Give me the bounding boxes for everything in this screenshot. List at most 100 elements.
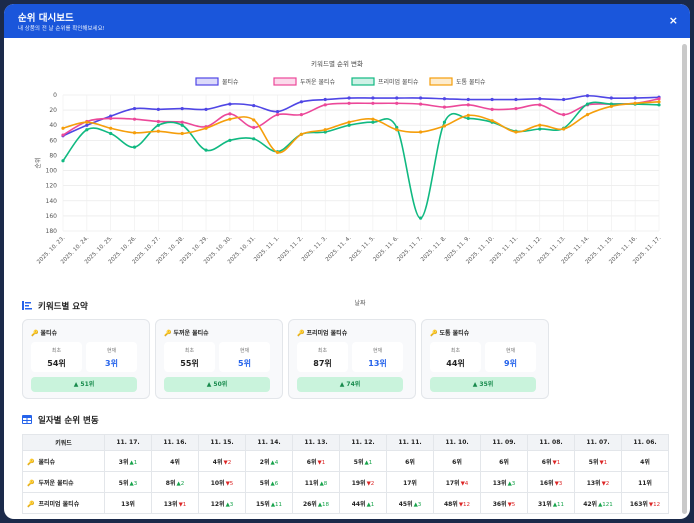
data-point: [132, 145, 137, 149]
card-keyword: 🔑 두꺼운 물티슈: [164, 328, 209, 337]
table-row: 🔑 프리미엄 물티슈 13위 13위▼1 12위▲3 15위▲11 26위▲18 44위▲1 4…: [22, 492, 669, 514]
keyword-cell: 🔑 프리미엄 물티슈: [22, 492, 105, 514]
rank-change: ▼12: [458, 501, 471, 508]
summary-title: 키워드별 요약: [38, 302, 88, 312]
keyword-cell: 🔑 두꺼운 물티슈: [22, 471, 105, 493]
data-point: [490, 119, 494, 123]
keyword-label: 물티슈: [38, 458, 56, 466]
data-point: [85, 128, 89, 132]
table-header-row: 키워드 11. 17. 11. 16. 11. 15. 11. 14. 11. 13. 11…: [22, 434, 669, 451]
daily-rank-table: 키워드 11. 17. 11. 16. 11. 15. 11. 14. 11. 13. 11…: [22, 434, 669, 514]
rank-change: ▼5: [507, 501, 516, 508]
card-keyword: 🔑 프리미엄 물티슈: [297, 328, 347, 337]
data-point: [419, 130, 423, 134]
table-icon: [22, 415, 32, 424]
rank-value: 17위: [403, 479, 417, 487]
data-point: [371, 96, 375, 100]
summary-cards: 🔑 물티슈 최초 54위 현재 3위 ▲ 51위 🔑 두꺼운 물티슈 최초 55위 현재 5위 ▲ 50위…: [22, 319, 549, 399]
date-header: 11. 12.: [339, 434, 387, 451]
data-point: [633, 101, 637, 105]
data-point: [180, 107, 184, 111]
data-point: [323, 97, 327, 102]
data-point: [633, 96, 637, 100]
data-point: [252, 118, 256, 122]
data-point: [371, 101, 375, 105]
rank-value: 6위: [499, 458, 509, 466]
rank-change: ▲3: [225, 501, 234, 508]
summary-card: 🔑 물티슈 최초 54위 현재 3위 ▲ 51위: [22, 319, 150, 399]
first-rank-label: 최초: [51, 348, 62, 354]
y-tick-label: 60: [49, 137, 57, 144]
rank-value: 5위: [118, 479, 129, 487]
first-rank-value: 55위: [180, 359, 199, 368]
rank-cell: 19위▼2: [339, 471, 387, 493]
card-keyword: 🔑 물티슈: [31, 328, 57, 337]
data-point: [180, 131, 184, 136]
rank-chart: 키워드별 순위 변화0204060801001201401601802025. …: [34, 59, 663, 307]
rank-value: 8위: [165, 479, 176, 487]
first-rank-label: 최초: [317, 348, 328, 354]
daily-title: 일자별 순위 변동: [38, 416, 99, 426]
data-point: [299, 100, 303, 104]
rank-change: ▼1: [178, 501, 187, 508]
rank-value: 5위: [259, 479, 270, 487]
rank-value: 26위: [302, 500, 317, 508]
key-icon: 🔑: [164, 330, 172, 337]
data-point: [252, 125, 256, 130]
rank-value: 6위: [452, 458, 462, 466]
card-keyword-label: 두꺼운 물티슈: [173, 330, 209, 337]
data-point: [61, 126, 65, 130]
rank-change: ▼1: [552, 459, 561, 466]
data-point: [347, 123, 351, 127]
table-row: 🔑 두꺼운 물티슈 5위▲3 8위▲2 10위▼5 5위▲6 11위▲8 19위▼2 17위 17…: [22, 471, 669, 493]
rank-cell: 12위▲3: [198, 492, 246, 514]
data-point: [275, 113, 280, 117]
data-point: [419, 216, 423, 220]
rank-change: ▲4: [270, 459, 279, 466]
rank-cell: 36위▼5: [480, 492, 528, 514]
dashboard-window: 순위 대시보드 내 상품의 전 날 순위를 확인해보세요! × 키워드별 순위 …: [4, 4, 690, 519]
keyword-cell: 🔑 물티슈: [22, 450, 105, 472]
key-icon: 🔑: [27, 479, 35, 487]
current-rank-box: 현재 9위: [485, 342, 536, 372]
table-row: 🔑 물티슈 3위▲1 4위 4위▼2 2위▲4 6위▼1 5위▲1 6위 6위 6위 6위▼1 5위▼1…: [22, 450, 669, 472]
data-point: [347, 101, 351, 105]
rank-value: 4위: [170, 458, 180, 466]
legend-swatch: [273, 77, 297, 86]
rank-cell: 5위▼1: [574, 450, 622, 472]
rank-cell: 6위: [433, 450, 481, 472]
close-button[interactable]: ×: [668, 14, 678, 27]
data-point: [490, 97, 494, 102]
data-point: [609, 102, 613, 106]
rank-cell: 44위▲1: [339, 492, 387, 514]
date-header: 11. 17.: [104, 434, 152, 451]
chart-title: 키워드별 순위 변화: [311, 59, 363, 68]
rank-change: ▼2: [601, 480, 610, 487]
rank-value: 44위: [351, 500, 366, 508]
rank-value: 6위: [541, 458, 552, 466]
rank-change-badge: ▲ 74위: [297, 377, 403, 392]
data-point: [156, 119, 160, 124]
key-icon: 🔑: [27, 500, 35, 508]
data-point: [347, 120, 351, 124]
key-icon: 🔑: [31, 330, 39, 337]
rank-cell: 3위▲1: [104, 450, 152, 472]
scrollbar[interactable]: [682, 44, 687, 514]
x-axis-label: 날짜: [354, 299, 366, 307]
data-point: [109, 116, 113, 121]
rank-change: ▲1: [364, 459, 373, 466]
first-rank-label: 최초: [450, 348, 461, 354]
current-rank-label: 현재: [505, 348, 516, 354]
keyword-header: 키워드: [22, 434, 105, 451]
rank-cell: 31위▲11: [527, 492, 575, 514]
series-line: [62, 101, 660, 154]
current-rank-box: 현재 13위: [352, 342, 403, 372]
data-point: [156, 129, 160, 133]
rank-value: 11위: [638, 479, 652, 487]
date-header: 11. 16.: [151, 434, 199, 451]
first-rank-box: 최초 87위: [297, 342, 348, 372]
card-keyword-label: 프리미엄 물티슈: [306, 330, 348, 337]
data-point: [395, 96, 399, 100]
rank-cell: 4위▼2: [198, 450, 246, 472]
